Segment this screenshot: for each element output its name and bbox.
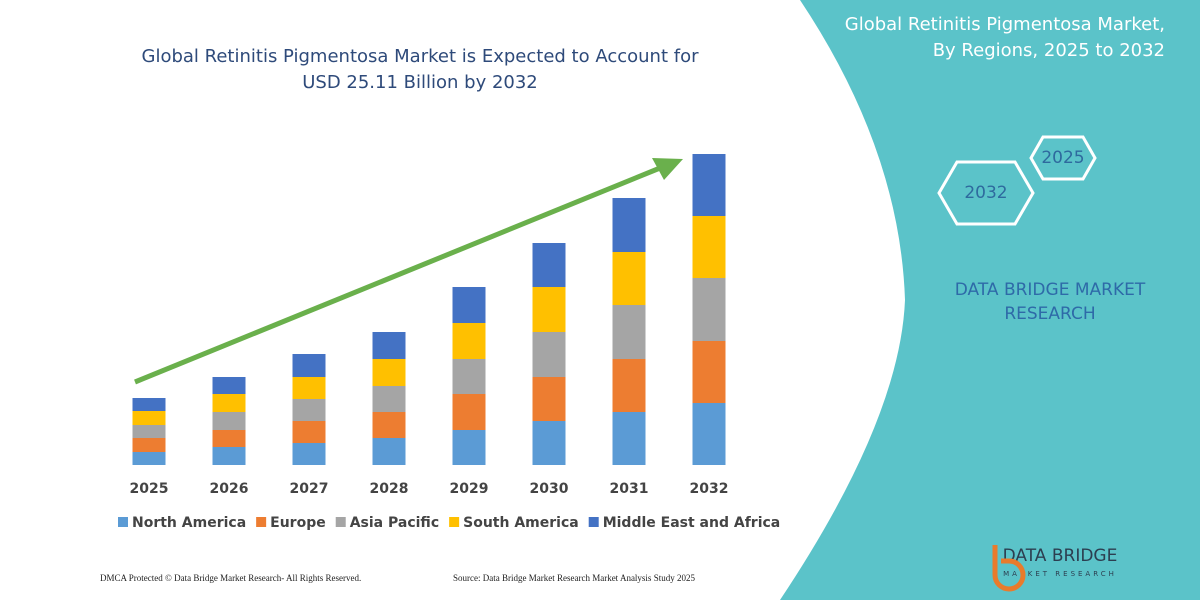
legend-label: South America [463, 515, 579, 531]
brand: DATA BRIDGE MARKET RESEARCH [954, 280, 1146, 324]
bar-segment [532, 243, 566, 287]
bar-segment [292, 377, 326, 399]
bar-segment [452, 323, 486, 359]
legend-label: Middle East and Africa [603, 515, 781, 531]
x-tick-label: 2028 [370, 481, 409, 497]
logo-mark [992, 545, 1026, 592]
bar-segment [452, 287, 486, 323]
side-panel [780, 0, 1200, 600]
arrow-head [652, 158, 683, 180]
bar-segment [372, 386, 406, 412]
legend-swatch [588, 517, 599, 527]
logo-text: DATA BRIDGE [1003, 546, 1118, 566]
bar-segment [132, 411, 166, 425]
bar-segment [692, 154, 726, 216]
bar-segment [132, 425, 166, 438]
bar-segment [532, 332, 566, 377]
bar-segment [132, 438, 166, 452]
footer-right: Source: Data Bridge Market Research Mark… [453, 573, 695, 583]
trend-arrow [134, 163, 666, 385]
bar-segment [372, 412, 406, 438]
bar-segment [532, 377, 566, 421]
bar-segment [212, 430, 246, 447]
bar-segment [612, 359, 646, 412]
bar-segment [212, 377, 246, 394]
bar-segment [692, 216, 726, 278]
bar-segment [212, 394, 246, 412]
bar-segment [292, 443, 326, 465]
bar-segment [612, 252, 646, 305]
bar-segment [292, 421, 326, 443]
legend-label: Asia Pacific [350, 515, 439, 531]
logo-sub: MARKET RESEARCH [1003, 570, 1117, 578]
footer-left: DMCA Protected © Data Bridge Market Rese… [100, 573, 361, 583]
bar-segment [692, 403, 726, 465]
hexagon [937, 160, 1035, 226]
legend-label: Europe [270, 515, 326, 531]
bar-segment [292, 354, 326, 377]
bar-segment [132, 452, 166, 465]
bar-segment [612, 412, 646, 465]
legend-swatch [256, 517, 267, 527]
bar-segment [532, 287, 566, 332]
x-tick-label: 2027 [290, 481, 329, 497]
legend-swatch [335, 517, 346, 527]
legend-label: North America [132, 515, 246, 531]
legend-swatch [449, 517, 460, 527]
chart-title: Global Retinitis Pigmentosa Market is Ex… [141, 46, 699, 93]
bar-segment [692, 341, 726, 403]
bar-segment [452, 430, 486, 465]
bar-segment [372, 359, 406, 386]
x-tick-label: 2029 [450, 481, 489, 497]
bar-segment [132, 398, 166, 411]
bar-segment [212, 447, 246, 465]
hex-label: 2032 [964, 183, 1007, 203]
bar-segment [612, 305, 646, 359]
bar-segment [612, 198, 646, 252]
bar-segment [532, 421, 566, 465]
bar-segment [372, 332, 406, 359]
bar-segment [452, 359, 486, 394]
hexagon [1029, 135, 1097, 181]
panel-title: Global Retinitis Pigmentosa Market, By R… [844, 14, 1165, 61]
bar-segment [372, 438, 406, 465]
x-tick-label: 2030 [530, 481, 569, 497]
x-tick-label: 2031 [610, 481, 649, 497]
bar-segment [292, 399, 326, 421]
hex-label: 2025 [1041, 148, 1084, 168]
legend-swatch [118, 517, 128, 527]
bar-segment [212, 412, 246, 430]
x-tick-label: 2026 [210, 481, 249, 497]
x-tick-label: 2025 [130, 481, 169, 497]
bar-segment [452, 394, 486, 430]
bar-segment [692, 278, 726, 341]
x-tick-label: 2032 [690, 481, 729, 497]
